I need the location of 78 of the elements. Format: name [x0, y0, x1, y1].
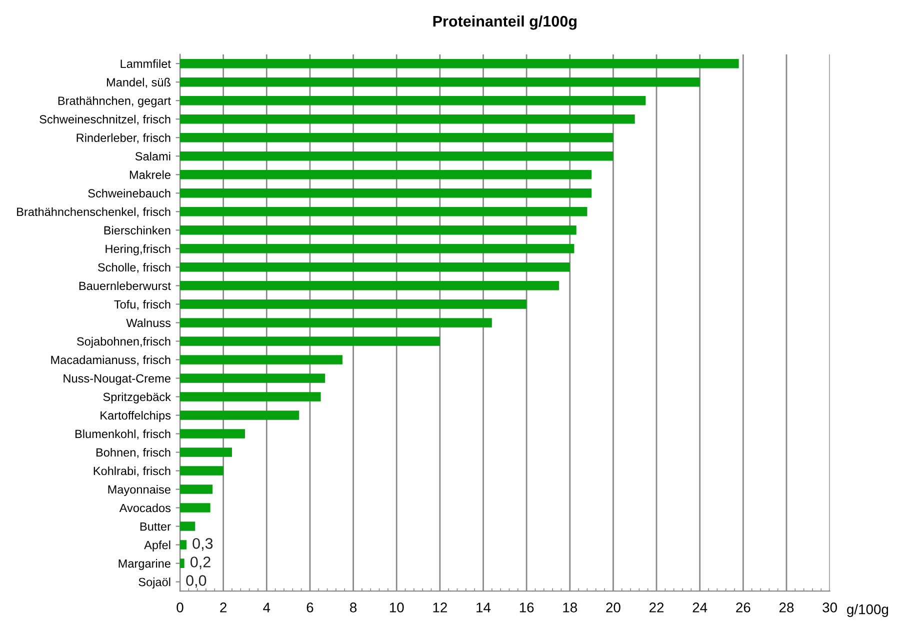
y-tick-label: Apfel — [144, 540, 170, 552]
bar — [180, 522, 196, 531]
y-tick-label: Bauernleberwurst — [79, 281, 171, 290]
y-tick-label: Bohnen, frisch — [96, 448, 170, 458]
x-tick-label: 0 — [176, 602, 184, 612]
bar — [180, 355, 342, 364]
y-tick-label: Hering,frisch — [106, 244, 170, 256]
x-tick-label: 6 — [306, 602, 314, 612]
y-tick-label: Spritzgebäck — [103, 392, 171, 404]
bar — [180, 151, 614, 161]
y-tick-label: Macadamianuss, frisch — [51, 355, 170, 366]
x-tick-label: 14 — [476, 602, 491, 612]
bar — [180, 318, 492, 328]
y-tick-label: Blumenkohl, frisch — [75, 429, 170, 440]
y-tick-label: Nuss-Nougat-Creme — [64, 374, 170, 385]
bar — [180, 392, 321, 402]
bar — [180, 429, 245, 438]
y-tick-label: Salami — [135, 152, 170, 161]
bar — [180, 207, 588, 216]
data-label: 0,2 — [190, 556, 210, 570]
y-tick-label: Tofu, frisch — [114, 300, 170, 310]
bar — [180, 540, 186, 550]
bar — [180, 410, 300, 420]
x-tick-label: 24 — [692, 602, 708, 612]
bar — [180, 262, 570, 272]
bar — [180, 448, 232, 457]
x-tick-label: 28 — [779, 602, 794, 612]
x-tick-label: 2 — [220, 602, 226, 612]
y-tick-label: Schweinebauch — [88, 188, 170, 198]
y-tick-label: Walnuss — [126, 318, 171, 328]
bar — [180, 300, 527, 309]
bar — [180, 336, 440, 346]
bar — [180, 281, 560, 290]
y-tick-label: Mayonnaise — [108, 485, 170, 496]
y-tick-label: Scholle, frisch — [98, 262, 170, 273]
bar — [180, 503, 210, 512]
y-tick-label: Avocados — [119, 504, 171, 512]
x-tick-label: 12 — [433, 602, 447, 612]
y-tick-label: Schweineschnitzel, frisch — [40, 114, 170, 125]
bar — [180, 58, 739, 68]
y-tick-label: Rinderleber, frisch — [76, 133, 170, 144]
x-axis-title: g/100g — [847, 604, 888, 617]
bar — [180, 484, 212, 494]
x-tick-label: 20 — [606, 602, 620, 612]
bar — [180, 226, 576, 235]
bar — [180, 114, 635, 124]
y-tick-label: Kartoffelchips — [100, 410, 171, 422]
bar — [180, 96, 646, 106]
bar — [180, 170, 592, 180]
bar — [180, 188, 592, 198]
data-label: 0,0 — [186, 575, 206, 588]
x-tick-label: 22 — [649, 602, 664, 612]
bar — [180, 558, 184, 568]
y-tick-label: Makrele — [130, 170, 170, 180]
y-tick-label: Bierschinken — [104, 226, 170, 235]
x-tick-label: 18 — [563, 602, 577, 612]
y-tick-label: Sojabohnen,frisch — [77, 336, 170, 348]
y-tick-label: Sojaöl — [138, 578, 170, 589]
x-tick-label: 4 — [263, 602, 270, 612]
x-tick-label: 8 — [350, 602, 357, 612]
x-tick-label: 26 — [736, 602, 750, 612]
x-tick-label: 10 — [390, 602, 404, 612]
y-tick-label: Mandel, süß — [106, 78, 170, 88]
y-tick-label: Kohlrabi, frisch — [94, 466, 170, 477]
y-tick-label: Lammfilet — [120, 59, 171, 68]
y-tick-label: Butter — [140, 522, 171, 531]
bar — [180, 244, 574, 254]
chart-title: Proteinanteil g/100g — [433, 15, 576, 30]
y-tick-label: Brathähnchen, gegart — [58, 96, 171, 108]
bar — [180, 466, 224, 476]
y-tick-label: Brathähnchenschenkel, frisch — [17, 207, 170, 218]
data-label: 0,3 — [192, 538, 213, 551]
bar — [180, 374, 326, 383]
bar — [180, 132, 614, 142]
x-tick-label: 16 — [520, 602, 534, 612]
y-tick-label: Margarine — [118, 559, 170, 570]
x-tick-label: 30 — [822, 602, 837, 612]
bar — [180, 77, 700, 87]
